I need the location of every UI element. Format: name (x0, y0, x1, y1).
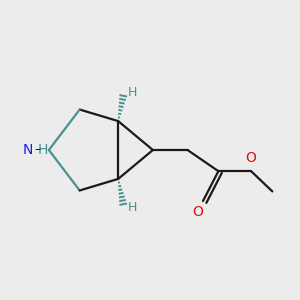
Text: H: H (38, 143, 48, 157)
Text: –: – (34, 143, 41, 157)
Text: O: O (246, 152, 256, 165)
Text: H: H (128, 86, 137, 99)
Text: H: H (128, 201, 137, 214)
Text: O: O (192, 205, 203, 219)
Text: N: N (23, 143, 33, 157)
